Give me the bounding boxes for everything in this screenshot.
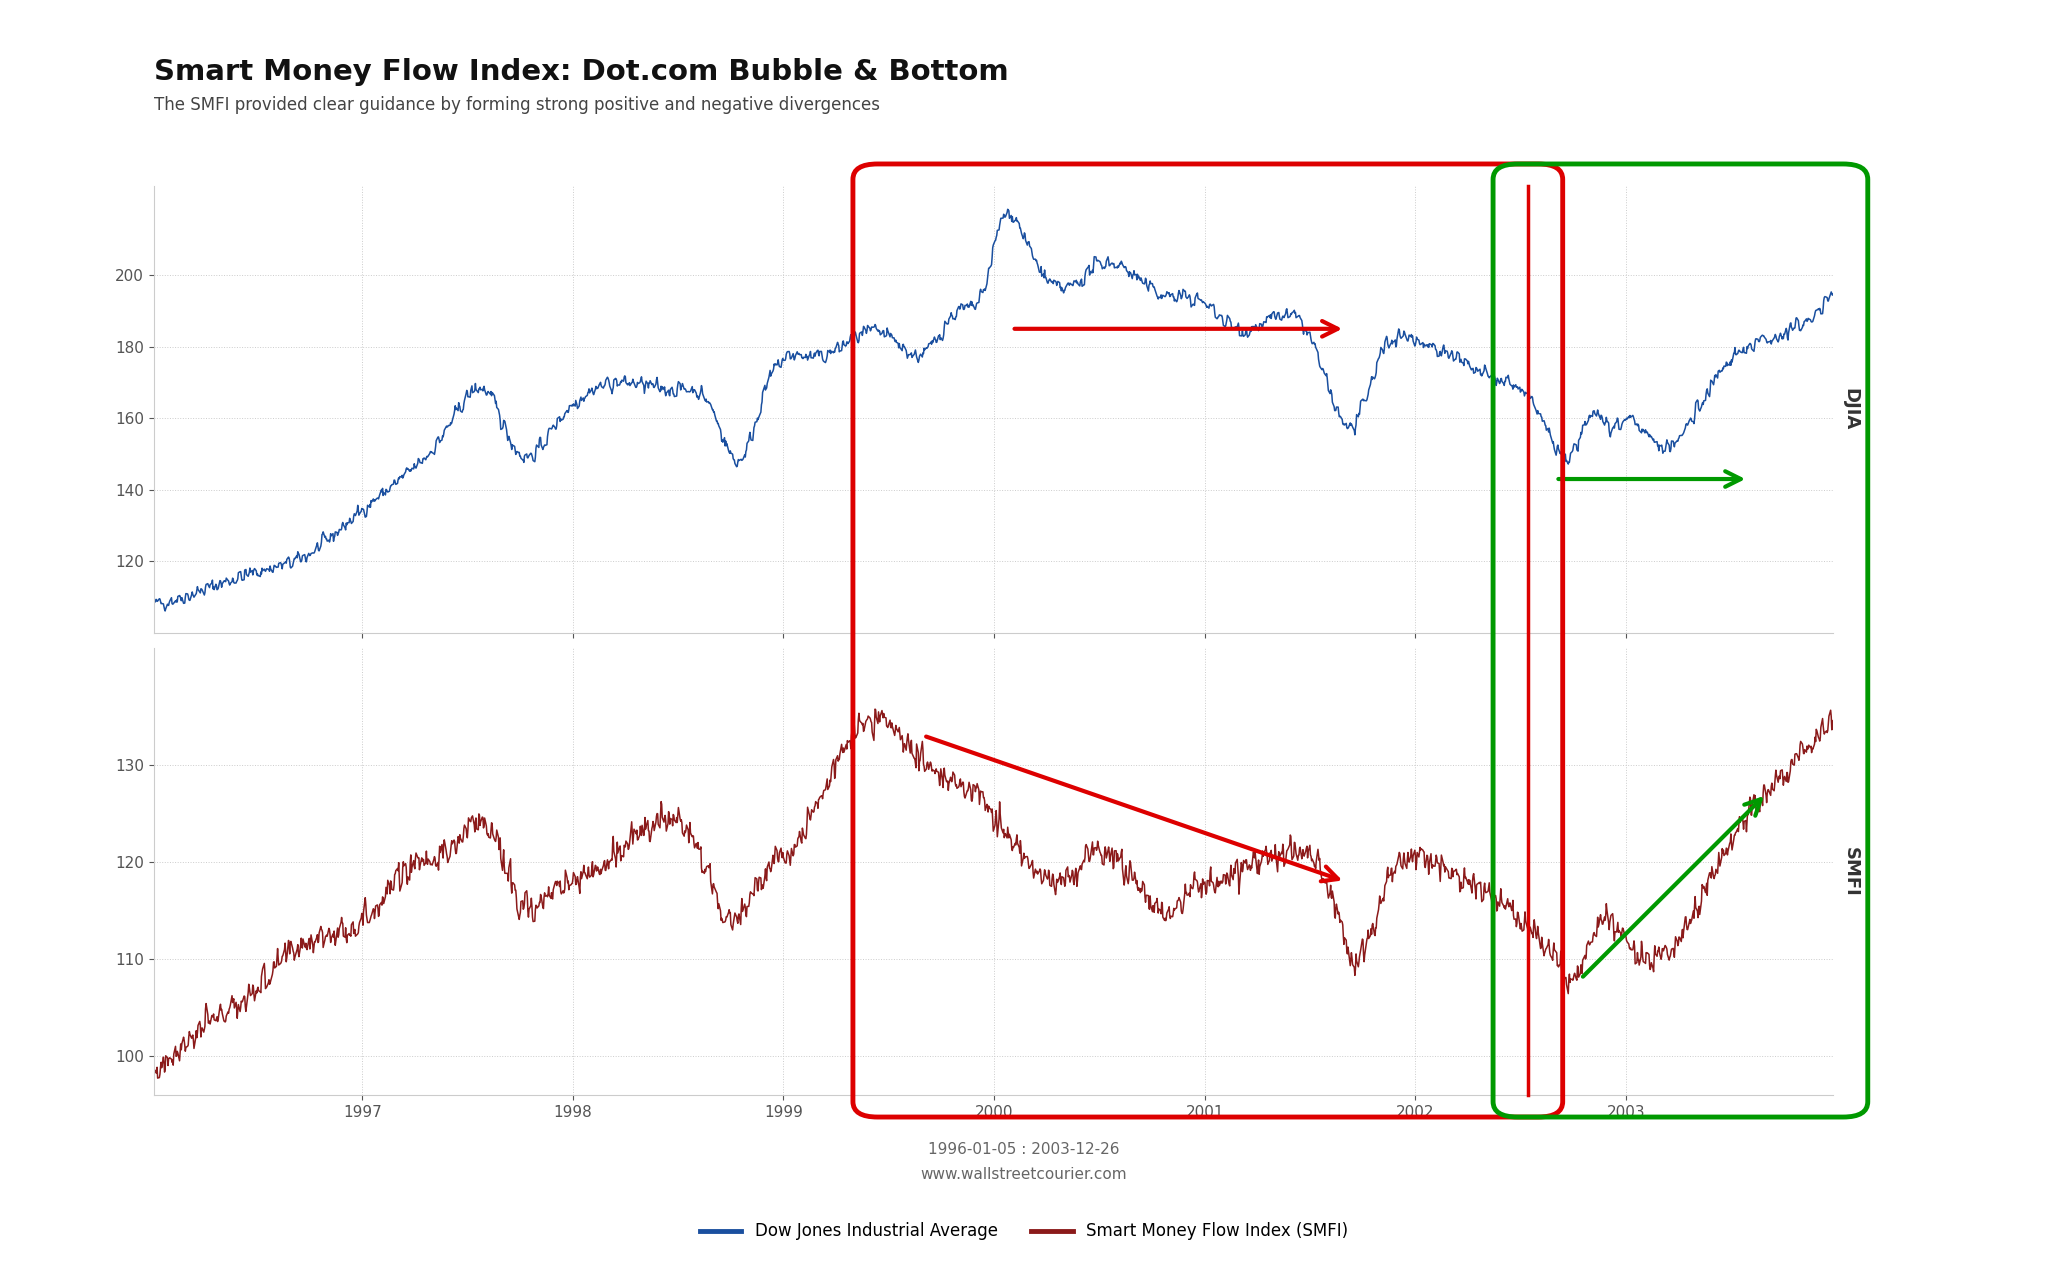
Text: DJIA: DJIA — [1841, 388, 1860, 430]
Legend: Dow Jones Industrial Average, Smart Money Flow Index (SMFI): Dow Jones Industrial Average, Smart Mone… — [692, 1216, 1356, 1246]
Text: Smart Money Flow Index: Dot.com Bubble & Bottom: Smart Money Flow Index: Dot.com Bubble &… — [154, 58, 1008, 86]
Text: SMFI: SMFI — [1841, 847, 1860, 897]
Text: The SMFI provided clear guidance by forming strong positive and negative diverge: The SMFI provided clear guidance by form… — [154, 96, 879, 114]
Text: www.wallstreetcourier.com: www.wallstreetcourier.com — [922, 1167, 1126, 1182]
Text: 1996-01-05 : 2003-12-26: 1996-01-05 : 2003-12-26 — [928, 1141, 1120, 1157]
